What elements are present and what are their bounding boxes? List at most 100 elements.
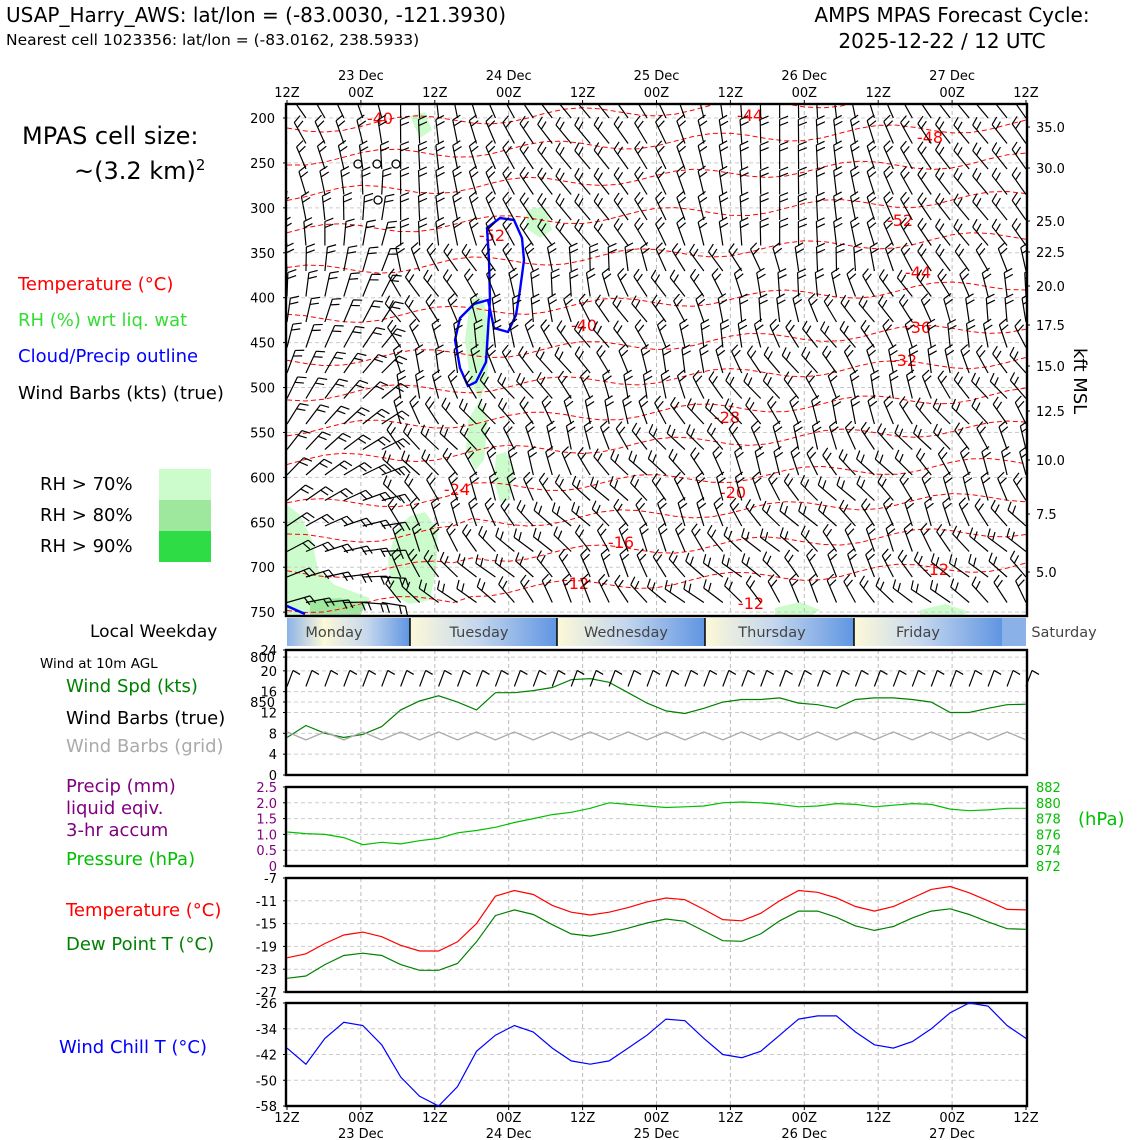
barb-flag	[847, 528, 855, 536]
wind-barb	[343, 462, 372, 476]
barb-shaft	[718, 221, 724, 246]
barb-flag	[779, 115, 789, 121]
barb-flag	[580, 548, 588, 556]
wind-barb	[468, 191, 479, 221]
wind-barb	[840, 294, 856, 323]
main-ytick-label-1: 250	[250, 157, 275, 172]
temp-label-10: -24	[444, 480, 470, 499]
top-hour-9: 00Z	[939, 86, 965, 101]
barb-flag	[538, 505, 543, 515]
barb-flag	[382, 475, 388, 485]
barb-shaft	[409, 503, 421, 527]
barb-flag	[292, 322, 302, 325]
wind-barb	[838, 449, 856, 476]
barb-shaft	[767, 581, 781, 603]
wind-barb	[783, 473, 800, 501]
barb-flag	[1002, 451, 1011, 458]
barb-flag	[938, 223, 945, 232]
wind-barb	[792, 293, 803, 323]
barb-shaft	[763, 354, 781, 374]
barb-flag	[485, 191, 493, 199]
wind10-barb	[722, 669, 737, 687]
barb-shaft	[425, 301, 440, 323]
barb-shaft	[530, 272, 534, 297]
barb-flag	[813, 426, 822, 433]
barb-shaft	[818, 509, 837, 527]
wind-barb	[958, 497, 970, 527]
barb-flag	[823, 293, 831, 302]
top-hour-10: 12Z	[1013, 86, 1039, 101]
barb-flag	[935, 218, 941, 227]
wind10-barb-shaft	[722, 670, 730, 687]
barb-flag	[452, 191, 461, 197]
barb-flag	[302, 197, 311, 203]
barb-flag	[361, 166, 371, 172]
wind-barb	[1011, 218, 1026, 246]
barb-flag	[870, 248, 880, 254]
barb-flag	[760, 198, 769, 203]
barb-shaft	[968, 562, 989, 578]
wind-barb	[866, 114, 877, 144]
barb-shaft	[324, 405, 342, 425]
barb-shaft	[634, 224, 648, 246]
barb-shaft	[503, 427, 515, 450]
barb-flag	[563, 395, 572, 402]
barb-flag	[318, 145, 327, 153]
barb-flag	[537, 116, 543, 125]
barb-shaft	[697, 171, 705, 195]
barb-shaft	[287, 484, 306, 501]
barb-flag	[966, 299, 975, 305]
temp-panel-ytick-label-0: -7	[264, 872, 277, 887]
barb-shaft	[703, 587, 724, 603]
barb-flag	[481, 243, 488, 252]
barb-flag	[987, 528, 991, 538]
barb-shaft	[718, 170, 724, 195]
wind-barb	[387, 319, 402, 348]
wind-barb	[436, 104, 440, 119]
barb-flag	[662, 375, 671, 382]
barb-flag	[833, 216, 842, 223]
barb-shaft	[995, 104, 1008, 119]
wind-barb	[713, 497, 724, 527]
wind10-barb	[817, 669, 831, 687]
barb-flag	[671, 428, 676, 438]
barb-flag	[964, 477, 973, 484]
wind-barb	[612, 295, 629, 323]
barb-shaft	[340, 170, 345, 195]
weekday-band-0	[287, 618, 410, 646]
barb-flag	[648, 423, 654, 433]
barb-flag	[409, 395, 417, 403]
bottom-hour-6: 12Z	[718, 1111, 744, 1126]
barb-flag	[338, 436, 347, 443]
wind-barb	[991, 142, 1008, 170]
barb-shaft	[343, 434, 364, 450]
barb-flag	[446, 452, 452, 461]
top-date-1: 24 Dec	[486, 69, 532, 84]
barb-flag	[465, 529, 472, 538]
barb-flag	[935, 141, 941, 151]
barb-flag	[944, 344, 953, 351]
barb-flag	[741, 553, 746, 563]
barb-flag	[822, 505, 827, 515]
barb-flag	[599, 528, 607, 537]
barb-flag	[978, 247, 986, 256]
barb-shaft	[601, 273, 610, 297]
barb-shaft	[935, 175, 951, 195]
wind-barb	[951, 398, 970, 425]
barb-flag	[745, 531, 750, 541]
barb-shaft	[900, 147, 913, 170]
rh-area-3	[466, 400, 488, 470]
barb-shaft	[469, 298, 478, 323]
barb-shaft	[446, 529, 459, 552]
wind10-barb-flag	[557, 669, 566, 675]
barb-shaft	[362, 491, 386, 502]
wind-barb	[927, 344, 937, 374]
wind10-barb-flag	[1012, 669, 1021, 675]
barb-flag	[695, 375, 703, 383]
barb-flag	[601, 267, 610, 274]
barb-flag	[655, 114, 663, 123]
barb-flag	[859, 575, 865, 584]
barb-shaft	[985, 298, 989, 323]
barb-shaft	[739, 196, 743, 221]
barb-flag	[401, 97, 409, 100]
